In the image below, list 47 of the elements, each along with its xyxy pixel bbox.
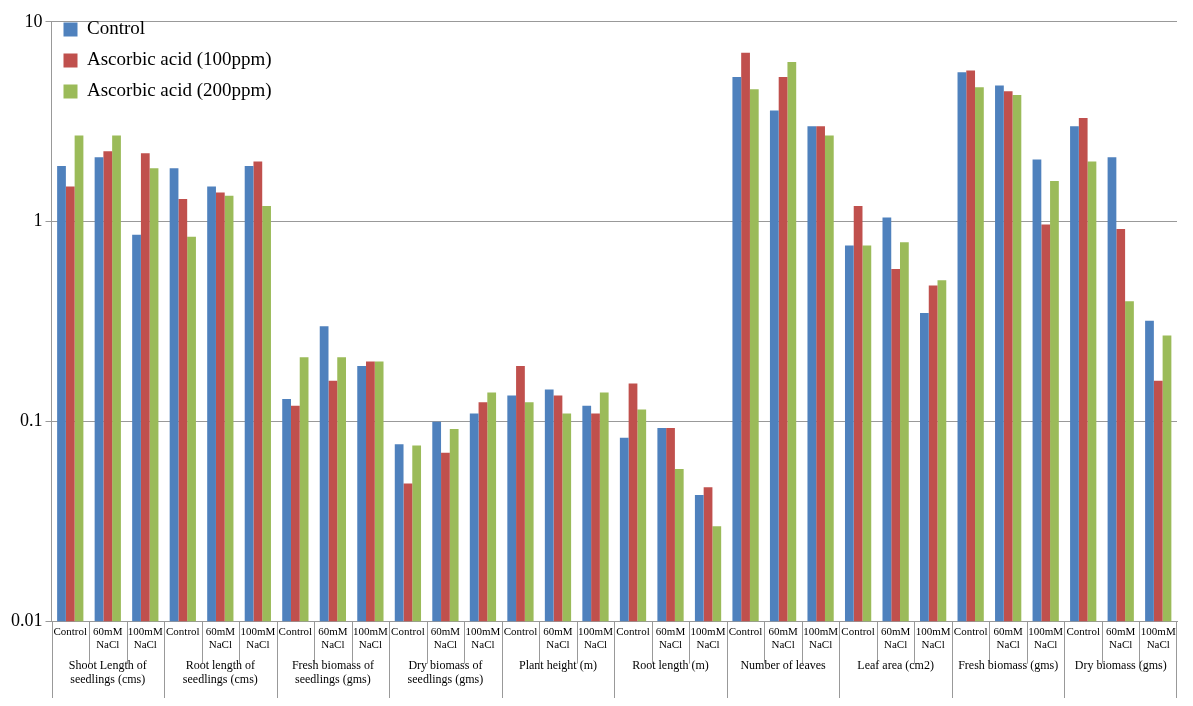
text: Dry biomass of seedlings (gms): [407, 657, 484, 686]
x-tick-label: 60mM NaCl: [205, 625, 236, 651]
text: Fresh biomass (gms): [958, 657, 1059, 672]
text: Plant height (m): [518, 657, 597, 672]
text: Leaf area (cm2): [857, 657, 934, 672]
x-tick-label: 60mM NaCl: [430, 625, 461, 651]
text: Fresh biomass of seedlings (gms): [291, 657, 374, 686]
x-tick-label: Control: [841, 625, 875, 638]
text: Root length of seedlings (cms): [182, 657, 258, 686]
x-tick-label: 100mM NaCl: [465, 625, 501, 651]
legend-label: Ascorbic acid (100ppm): [87, 48, 272, 71]
x-tick-label: Control: [391, 625, 425, 638]
x-tick-label: Control: [53, 625, 88, 638]
x-tick-label: 60mM NaCl: [655, 625, 686, 651]
text: Shoot Length of seedlings (cms): [68, 657, 147, 686]
x-tick-label: 100mM NaCl: [803, 625, 839, 651]
x-tick-label: 100mM NaCl: [578, 625, 614, 651]
legend-label: Ascorbic acid (200ppm): [87, 79, 272, 102]
x-tick-label: 100mM NaCl: [1140, 625, 1176, 651]
x-tick-label: Control: [728, 625, 763, 638]
x-tick-label: 60mM NaCl: [1106, 625, 1136, 651]
x-tick-label: 100mM NaCl: [1028, 625, 1064, 651]
x-tick-label: Control: [278, 625, 313, 638]
x-tick-label: 60mM NaCl: [318, 625, 348, 651]
x-tick-label: 60mM NaCl: [93, 625, 123, 651]
text: Number of leaves: [740, 657, 827, 672]
x-tick-label: Control: [166, 625, 200, 638]
x-tick-label: 100mM NaCl: [352, 625, 389, 651]
x-tick-label: 60mM NaCl: [993, 625, 1024, 651]
x-tick-label: Control: [953, 625, 988, 638]
y-tick-label: 10: [24, 10, 43, 31]
y-tick-label: 1: [33, 210, 43, 231]
text: Root length (m): [632, 657, 709, 672]
x-tick-label: 100mM NaCl: [127, 625, 163, 651]
y-tick-label: 0.1: [20, 410, 43, 431]
x-tick-label: 100mM NaCl: [690, 625, 726, 651]
x-tick-label: 100mM NaCl: [240, 625, 276, 651]
legend-label: Control: [87, 17, 146, 39]
x-tick-label: Control: [1066, 625, 1101, 638]
x-tick-label: 60mM NaCl: [543, 625, 573, 651]
x-tick-label: Control: [503, 625, 538, 638]
x-tick-label: 60mM NaCl: [768, 625, 798, 651]
x-tick-label: 100mM NaCl: [915, 625, 951, 651]
x-tick-label: Control: [616, 625, 650, 638]
y-tick-label: 0.01: [11, 610, 43, 631]
text: Dry biomass (gms): [1074, 657, 1167, 672]
x-tick-label: 60mM NaCl: [880, 625, 911, 651]
